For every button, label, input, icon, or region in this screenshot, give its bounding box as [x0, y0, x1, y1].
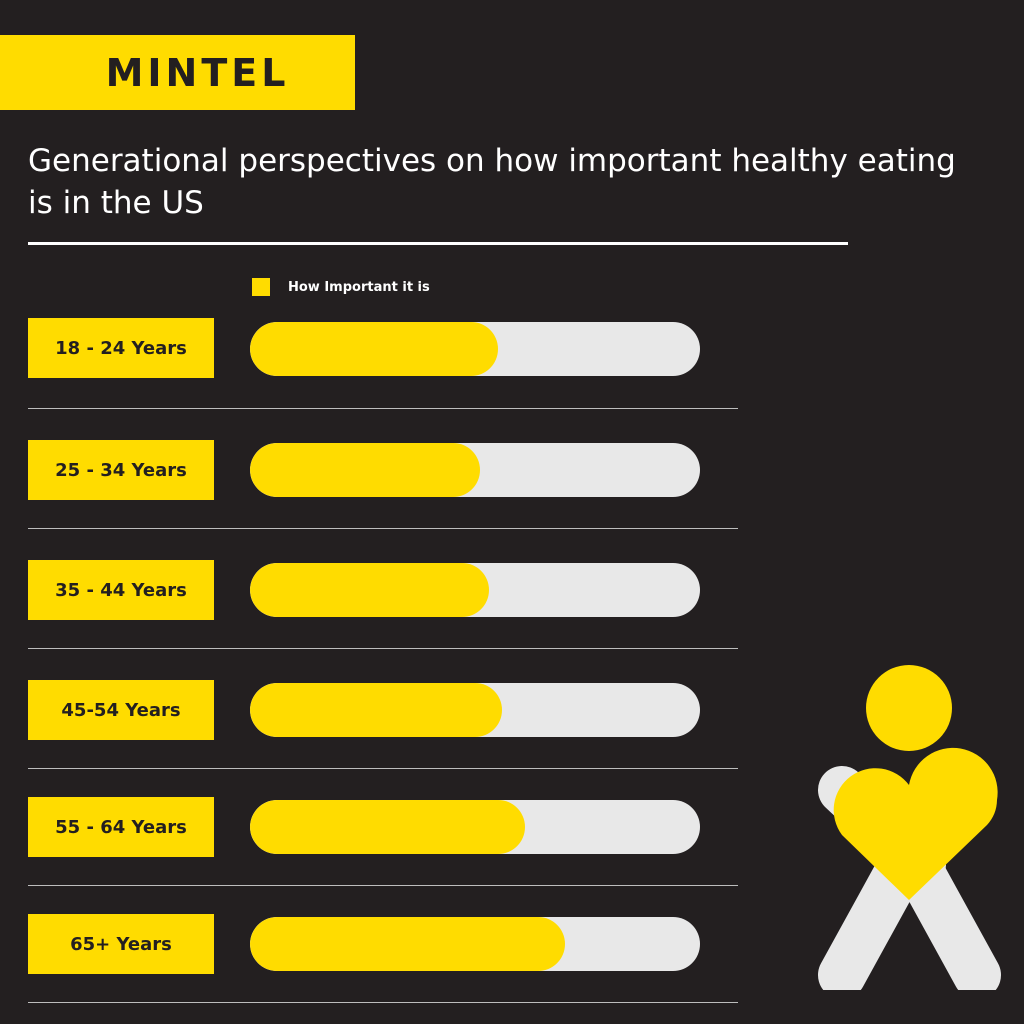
bar-track	[250, 563, 700, 617]
bar	[250, 443, 480, 497]
legend-label: How Important it is	[288, 279, 430, 295]
row-divider	[28, 1002, 738, 1003]
bar	[250, 563, 489, 617]
row-divider	[28, 648, 738, 649]
row-divider	[28, 885, 738, 886]
bar	[250, 683, 502, 737]
mintel-logo: MINTEL	[0, 35, 355, 110]
category-label: 45-54 Years	[28, 680, 214, 740]
legend-swatch	[252, 278, 270, 296]
chart-title: Generational perspectives on how importa…	[28, 143, 956, 221]
row-divider	[28, 768, 738, 769]
bar-track	[250, 443, 700, 497]
bar	[250, 917, 565, 971]
bar-track	[250, 800, 700, 854]
category-label: 55 - 64 Years	[28, 797, 214, 857]
row-divider	[28, 528, 738, 529]
brand-name: MINTEL	[105, 50, 290, 95]
category-label: 35 - 44 Years	[28, 560, 214, 620]
person-heart-icon	[818, 665, 1001, 990]
category-label: 65+ Years	[28, 914, 214, 974]
legend: How Important it is	[252, 278, 430, 296]
title-divider	[28, 242, 848, 245]
bar-track	[250, 917, 700, 971]
row-divider	[28, 408, 738, 409]
category-label: 18 - 24 Years	[28, 318, 214, 378]
bar	[250, 800, 525, 854]
bar-track	[250, 683, 700, 737]
category-label: 25 - 34 Years	[28, 440, 214, 500]
bar	[250, 322, 498, 376]
bar-track	[250, 322, 700, 376]
